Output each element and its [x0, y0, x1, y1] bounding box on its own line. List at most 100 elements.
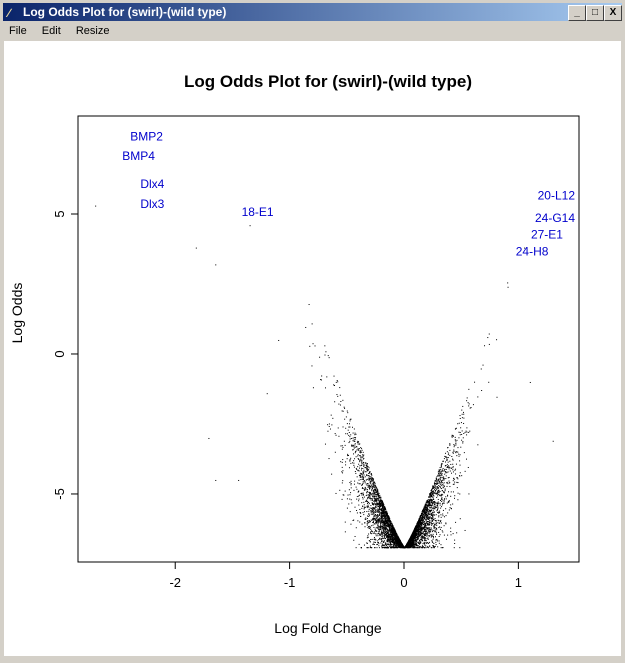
- data-point: [452, 466, 454, 468]
- data-point: [374, 517, 376, 519]
- data-point: [368, 521, 370, 523]
- data-point: [440, 471, 442, 473]
- data-point: [372, 503, 374, 505]
- data-point: [351, 445, 353, 447]
- data-point: [388, 527, 390, 529]
- data-point: [417, 542, 419, 544]
- y-tick-label: 0: [52, 350, 67, 357]
- menu-file[interactable]: File: [9, 25, 27, 37]
- data-point: [446, 459, 448, 461]
- data-point: [390, 529, 392, 531]
- data-point: [373, 512, 375, 514]
- data-point: [422, 545, 424, 547]
- data-point: [432, 495, 434, 497]
- data-point: [352, 426, 354, 428]
- data-point: [390, 528, 392, 530]
- data-point: [348, 489, 350, 491]
- data-point: [378, 529, 380, 531]
- data-point: [358, 504, 360, 506]
- data-point: [425, 503, 427, 505]
- data-point: [440, 547, 442, 549]
- menu-resize[interactable]: Resize: [75, 25, 110, 37]
- data-point: [457, 478, 459, 480]
- data-point: [352, 440, 354, 442]
- data-point: [384, 509, 386, 511]
- data-point: [388, 538, 390, 540]
- data-point: [353, 446, 355, 448]
- data-point: [378, 508, 380, 510]
- data-point: [366, 542, 368, 544]
- data-point: [360, 456, 362, 458]
- data-point: [386, 525, 388, 527]
- x-axis-label: Log Fold Change: [274, 620, 382, 636]
- plot-canvas: Log Odds Plot for (swirl)-(wild type) Lo…: [4, 41, 621, 656]
- data-point: [451, 472, 453, 474]
- data-point: [443, 477, 445, 479]
- data-point: [348, 432, 350, 434]
- close-button[interactable]: X: [604, 5, 622, 21]
- data-point: [358, 495, 360, 497]
- data-point: [445, 456, 447, 458]
- data-point: [424, 531, 426, 533]
- data-point: [453, 547, 455, 549]
- data-point: [477, 444, 479, 446]
- data-point: [425, 547, 427, 549]
- data-point: [384, 526, 386, 528]
- data-point: [423, 517, 425, 519]
- maximize-button[interactable]: □: [586, 5, 604, 21]
- data-point: [369, 521, 371, 523]
- data-point: [445, 508, 447, 510]
- data-point: [416, 530, 418, 532]
- data-point: [339, 489, 341, 491]
- data-point: [389, 522, 391, 524]
- data-point: [376, 489, 378, 491]
- data-point: [409, 539, 411, 541]
- data-point: [328, 357, 330, 359]
- data-point: [439, 474, 441, 476]
- data-point: [435, 487, 437, 489]
- y-axis-label: Log Odds: [9, 283, 25, 344]
- data-point: [425, 506, 427, 508]
- data-point: [386, 514, 388, 516]
- data-point: [426, 509, 428, 511]
- data-point: [384, 525, 386, 527]
- data-point: [416, 534, 418, 536]
- minimize-button[interactable]: _: [568, 5, 586, 21]
- y-tick-label: 5: [52, 210, 67, 217]
- data-point: [428, 509, 430, 511]
- data-point: [361, 460, 363, 462]
- data-point: [354, 443, 356, 445]
- data-point: [380, 498, 382, 500]
- data-point: [439, 484, 441, 486]
- data-point: [419, 540, 421, 542]
- data-point: [361, 502, 363, 504]
- data-point: [394, 546, 396, 548]
- data-point: [395, 546, 397, 548]
- data-point: [439, 495, 441, 497]
- data-point: [305, 326, 307, 328]
- data-point: [425, 509, 427, 511]
- data-point: [433, 507, 435, 509]
- data-point: [361, 456, 363, 458]
- data-point: [372, 518, 374, 520]
- data-point: [363, 469, 365, 471]
- data-point: [336, 380, 338, 382]
- data-point: [375, 521, 377, 523]
- data-point: [412, 544, 414, 546]
- data-point: [466, 400, 468, 402]
- data-point: [373, 492, 375, 494]
- data-point: [373, 519, 375, 521]
- data-point: [442, 486, 444, 488]
- data-point: [409, 544, 411, 546]
- menu-edit[interactable]: Edit: [41, 25, 61, 37]
- data-point: [378, 519, 380, 521]
- data-point: [333, 375, 335, 377]
- data-point: [369, 471, 371, 473]
- data-point: [413, 542, 415, 544]
- data-point: [357, 520, 359, 522]
- data-point: [345, 433, 347, 435]
- data-point: [421, 527, 423, 529]
- data-point: [441, 475, 443, 477]
- data-point: [434, 505, 436, 507]
- data-point: [414, 546, 416, 548]
